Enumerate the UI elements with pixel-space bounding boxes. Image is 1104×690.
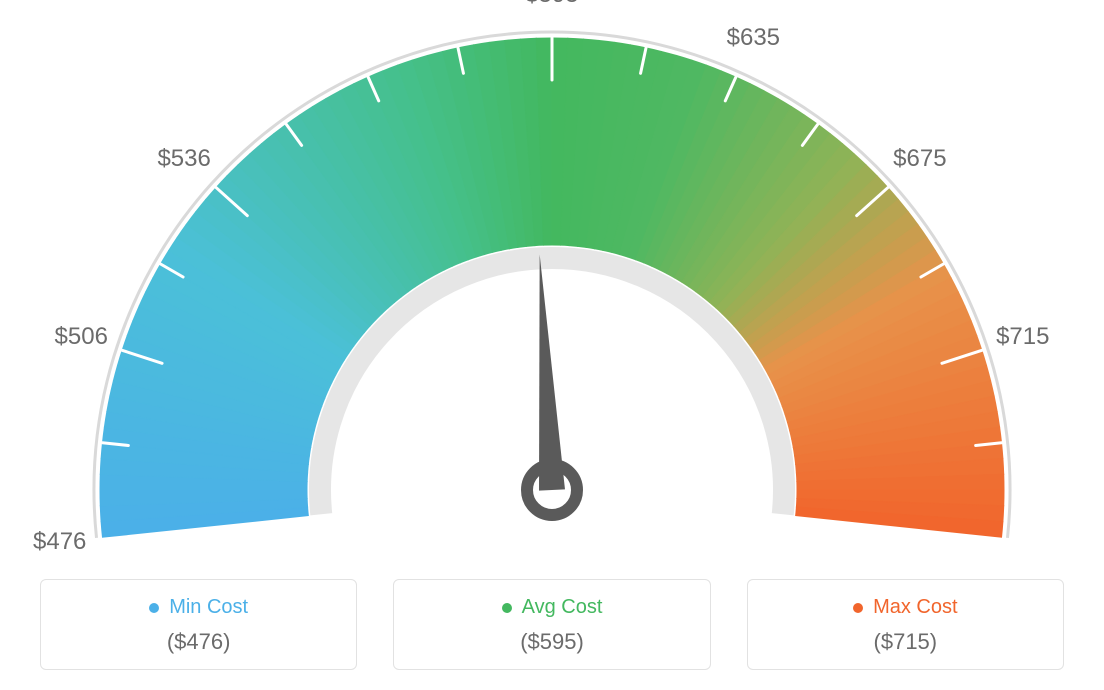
- legend-value-min: ($476): [41, 629, 356, 655]
- legend-card-min: Min Cost ($476): [40, 579, 357, 670]
- gauge-tick-label: $536: [157, 145, 210, 173]
- gauge-tick-label: $476: [33, 528, 86, 556]
- legend-label-avg: Avg Cost: [522, 596, 603, 619]
- legend-dot-min: [149, 603, 159, 613]
- gauge-tick-label: $595: [525, 0, 578, 9]
- legend-dot-avg: [502, 603, 512, 613]
- gauge-tick-label: $675: [893, 145, 946, 173]
- legend-dot-max: [853, 603, 863, 613]
- legend-card-max: Max Cost ($715): [747, 579, 1064, 670]
- gauge-chart: $476 $506 $536 $595 $635 $675 $715: [0, 0, 1104, 560]
- gauge-tick-label: $506: [55, 323, 108, 351]
- legend-value-max: ($715): [748, 629, 1063, 655]
- legend-title-max: Max Cost: [853, 596, 957, 619]
- legend-label-min: Min Cost: [169, 596, 248, 619]
- legend-value-avg: ($595): [394, 629, 709, 655]
- gauge-tick-label: $635: [727, 24, 780, 52]
- legend-card-avg: Avg Cost ($595): [393, 579, 710, 670]
- legend-row: Min Cost ($476) Avg Cost ($595) Max Cost…: [0, 579, 1104, 670]
- gauge-svg: [0, 0, 1104, 560]
- legend-label-max: Max Cost: [873, 596, 957, 619]
- legend-title-min: Min Cost: [149, 596, 248, 619]
- legend-title-avg: Avg Cost: [502, 596, 603, 619]
- gauge-tick-label: $715: [996, 323, 1049, 351]
